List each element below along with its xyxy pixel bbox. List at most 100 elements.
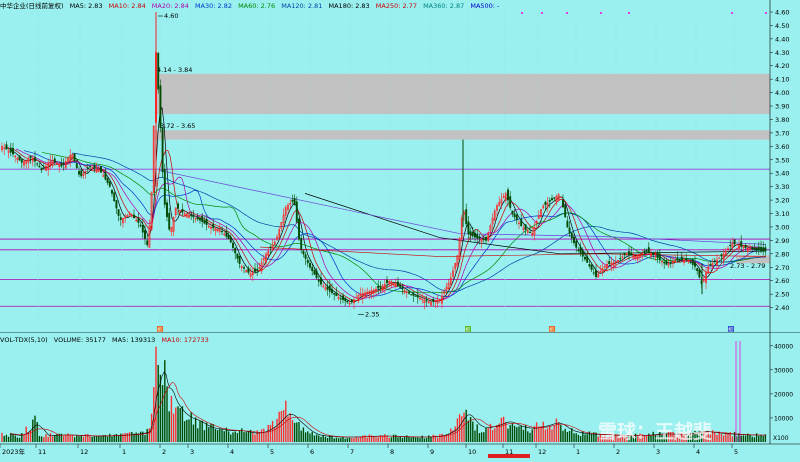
- volume-bar: [667, 431, 670, 442]
- volume-bar: [751, 436, 753, 442]
- volume-bar: [322, 435, 324, 442]
- volume-bar: [692, 432, 694, 442]
- volume-bar: [201, 420, 203, 442]
- volume-bar: [276, 418, 278, 442]
- volume-bar: [346, 438, 349, 442]
- price-tick-label: 3.00: [775, 223, 789, 231]
- candle-body: [190, 214, 193, 217]
- candle-body: [157, 53, 160, 90]
- volume-bar: [610, 436, 613, 442]
- volume-bar: [755, 433, 758, 442]
- candle-body: [405, 291, 408, 293]
- event-badge-label: 招: [549, 326, 554, 333]
- candle-body: [716, 259, 718, 266]
- volume-bar: [225, 427, 228, 442]
- low-annotation: 2.35: [365, 310, 379, 318]
- volume-bar: [465, 409, 467, 442]
- candle-body: [573, 236, 575, 243]
- volume-bar: [469, 417, 472, 442]
- volume-bar: [117, 435, 120, 442]
- volume-bar: [447, 434, 450, 442]
- volume-bar: [483, 432, 485, 442]
- volume-bar: [731, 436, 734, 442]
- candle-body: [445, 287, 448, 291]
- candle-body: [491, 217, 494, 225]
- volume-bar: [93, 436, 96, 442]
- volume-bar: [491, 430, 494, 442]
- candle-body: [694, 262, 696, 267]
- volume-bar: [489, 423, 492, 442]
- volume-bar: [518, 426, 520, 442]
- volume-bar: [102, 435, 104, 442]
- volume-bar: [634, 433, 637, 442]
- candle-body: [375, 288, 377, 291]
- candle-body: [115, 200, 118, 209]
- candle-body: [97, 169, 100, 172]
- volume-bar: [623, 436, 626, 442]
- volume-bar: [533, 426, 536, 442]
- candle-body: [548, 199, 551, 202]
- candle-body: [82, 173, 85, 176]
- candle-body: [302, 250, 305, 255]
- volume-bar: [216, 430, 219, 442]
- volume-bar: [694, 430, 696, 442]
- candle-body: [260, 262, 263, 272]
- candle-body: [370, 290, 373, 294]
- volume-bar: [135, 432, 137, 442]
- candle-body: [317, 279, 320, 282]
- candle-body: [452, 270, 454, 277]
- volume-bar: [566, 432, 569, 442]
- candle-body: [586, 256, 589, 263]
- volume-bar: [502, 416, 505, 442]
- volume-bar: [540, 426, 542, 442]
- volume-bar: [478, 433, 481, 442]
- volume-bar: [263, 428, 265, 442]
- price-tick-label: 2.40: [775, 304, 789, 312]
- volume-bar: [758, 436, 760, 442]
- candle-body: [111, 189, 113, 194]
- candle-body: [610, 262, 613, 265]
- price-chart[interactable]: 4.60 4.14 - 3.84 3.72 - 3.65 2.35 2.73 - 2.7…: [0, 0, 800, 334]
- volume-bar: [423, 438, 426, 442]
- candle-body: [546, 202, 549, 208]
- candle-body: [588, 264, 591, 267]
- candle-body: [91, 167, 94, 169]
- candle-body: [287, 204, 289, 210]
- candle-body: [207, 225, 210, 228]
- candle-body: [489, 225, 492, 232]
- price-panel[interactable]: 4.60 4.14 - 3.84 3.72 - 3.65 2.35 2.73 - 2.7…: [0, 0, 800, 334]
- candle-body: [559, 196, 562, 198]
- candle-body: [443, 291, 446, 294]
- volume-bar: [480, 432, 483, 442]
- volume-panel[interactable]: 40000 30000 20000 10000 X100 雪球：王越斐 2023年 11 12 1…: [0, 333, 800, 458]
- zone-upper-label: 4.14 - 3.84: [157, 66, 192, 74]
- volume-bar: [353, 438, 355, 442]
- candle-body: [18, 155, 21, 161]
- candle-body: [471, 232, 474, 237]
- volume-bar: [197, 428, 199, 442]
- candle-body: [300, 237, 303, 250]
- candle-body: [542, 205, 545, 209]
- volume-bar: [456, 418, 459, 442]
- volume-bar: [69, 434, 71, 442]
- candle-body: [449, 277, 452, 285]
- volume-bar: [21, 433, 23, 442]
- price-indicator-header: 中华企业(日线前复权) MA5: 2.83 MA10: 2.84 MA20: 2…: [0, 0, 780, 12]
- volume-bar: [401, 437, 404, 442]
- volume-bar: [375, 437, 377, 442]
- volume-bar: [76, 435, 78, 442]
- candle-body: [141, 224, 144, 233]
- volume-bar: [351, 438, 353, 442]
- candle-body: [27, 158, 30, 163]
- event-marker: [541, 12, 543, 14]
- volume-bar: [241, 428, 243, 442]
- volume-bar: [362, 435, 364, 442]
- volume-bar: [254, 434, 256, 442]
- volume-bar: [98, 435, 100, 442]
- volume-bar: [392, 434, 395, 442]
- resistance-zone: [155, 73, 770, 115]
- candle-body: [533, 226, 536, 236]
- volume-bar: [434, 435, 437, 442]
- time-axis-highlight: [488, 454, 530, 458]
